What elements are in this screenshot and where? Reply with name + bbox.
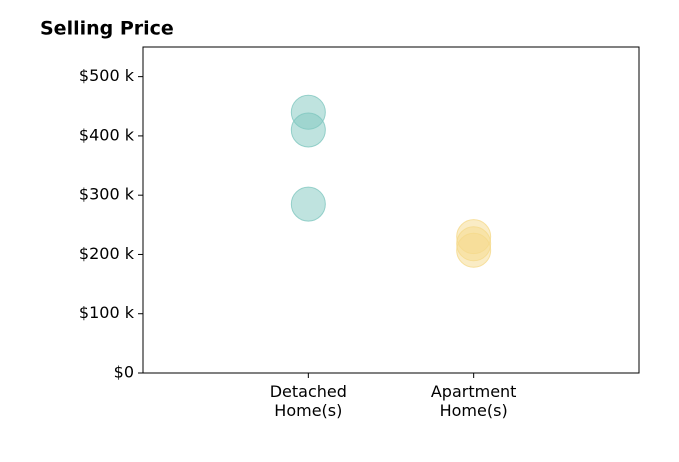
x-tick-label: Apartment Home(s) (430, 382, 517, 420)
y-tick-label: $200 k (79, 244, 135, 263)
y-tick-label: $100 k (79, 303, 135, 322)
point (290, 112, 326, 148)
plot-frame (142, 46, 640, 374)
x-tick-label: Detached Home(s) (269, 382, 347, 420)
point (456, 232, 492, 268)
point (290, 186, 326, 222)
y-tick-label: $0 (114, 363, 134, 382)
chart-title: Selling Price (40, 18, 174, 40)
y-tick-label: $300 k (79, 185, 135, 204)
y-tick-label: $400 k (79, 125, 135, 144)
y-tick-label: $500 k (79, 66, 135, 85)
